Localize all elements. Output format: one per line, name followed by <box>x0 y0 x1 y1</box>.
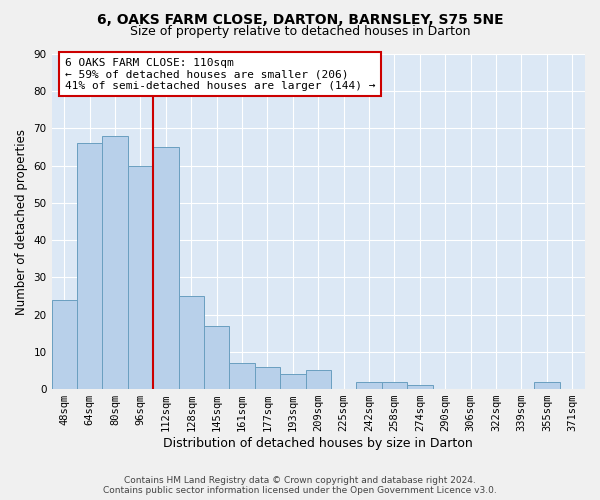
X-axis label: Distribution of detached houses by size in Darton: Distribution of detached houses by size … <box>163 437 473 450</box>
Bar <box>128 166 153 389</box>
Text: Contains HM Land Registry data © Crown copyright and database right 2024.
Contai: Contains HM Land Registry data © Crown c… <box>103 476 497 495</box>
Bar <box>356 382 382 389</box>
Bar <box>153 147 179 389</box>
Text: Size of property relative to detached houses in Darton: Size of property relative to detached ho… <box>130 25 470 38</box>
Bar <box>204 326 229 389</box>
Bar <box>407 386 433 389</box>
Bar <box>52 300 77 389</box>
Bar <box>255 366 280 389</box>
Bar <box>229 363 255 389</box>
Bar <box>382 382 407 389</box>
Y-axis label: Number of detached properties: Number of detached properties <box>15 128 28 314</box>
Bar <box>77 144 103 389</box>
Bar <box>305 370 331 389</box>
Bar <box>280 374 305 389</box>
Text: 6, OAKS FARM CLOSE, DARTON, BARNSLEY, S75 5NE: 6, OAKS FARM CLOSE, DARTON, BARNSLEY, S7… <box>97 12 503 26</box>
Bar <box>103 136 128 389</box>
Text: 6 OAKS FARM CLOSE: 110sqm
← 59% of detached houses are smaller (206)
41% of semi: 6 OAKS FARM CLOSE: 110sqm ← 59% of detac… <box>65 58 376 91</box>
Bar <box>534 382 560 389</box>
Bar <box>179 296 204 389</box>
